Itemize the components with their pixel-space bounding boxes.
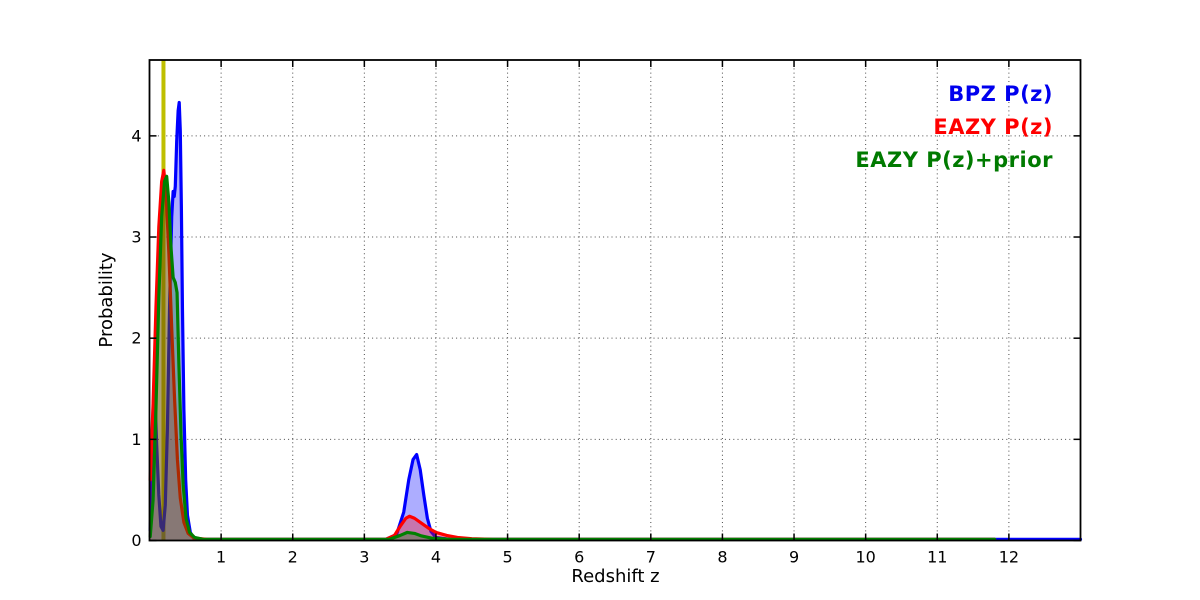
x-tick-label-1: 1: [216, 548, 226, 567]
x-tick-label-9: 9: [789, 548, 799, 567]
series-fill-1: [150, 170, 995, 541]
y-tick-label-0: 0: [131, 531, 141, 550]
x-tick-label-6: 6: [574, 548, 584, 567]
y-tick-label-3: 3: [131, 228, 141, 247]
x-tick-label-3: 3: [359, 548, 369, 567]
legend: BPZ P(z) EAZY P(z) EAZY P(z)+prior: [855, 78, 1053, 177]
x-axis-label: Redshift z: [571, 566, 660, 587]
series-fill-2: [150, 176, 995, 541]
legend-entry-eazy-prior: EAZY P(z)+prior: [855, 148, 1053, 172]
x-tick-label-11: 11: [927, 548, 947, 567]
x-tick-label-7: 7: [646, 548, 656, 567]
x-tick-label-12: 12: [999, 548, 1019, 567]
axes-frame: [148, 59, 1082, 542]
x-tick-label-5: 5: [502, 548, 512, 567]
x-tick-label-10: 10: [855, 548, 875, 567]
y-tick-label-4: 4: [131, 126, 141, 145]
legend-entry-bpz: BPZ P(z): [948, 82, 1053, 106]
series-line-1: [148, 168, 997, 541]
series-line-0: [148, 100, 1083, 541]
series-line-2: [148, 174, 997, 541]
x-tick-label-8: 8: [717, 548, 727, 567]
y-axis-label: Probability: [96, 252, 117, 348]
x-tick-label-4: 4: [431, 548, 441, 567]
x-tick-label-2: 2: [288, 548, 298, 567]
legend-entry-eazy: EAZY P(z): [933, 115, 1053, 139]
y-tick-label-2: 2: [131, 329, 141, 348]
y-tick-label-1: 1: [131, 430, 141, 449]
